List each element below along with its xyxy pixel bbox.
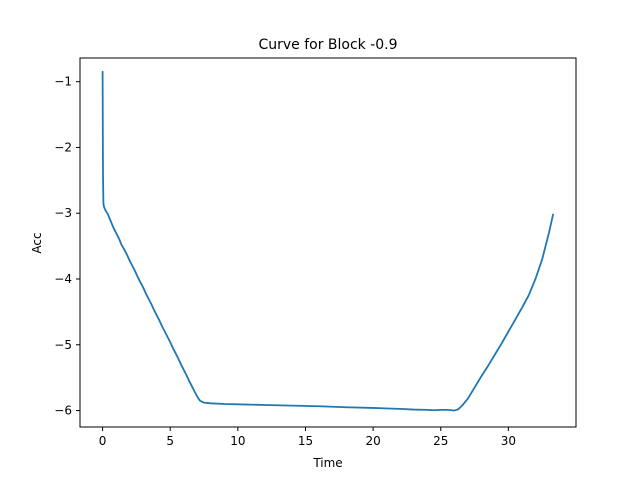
series-line bbox=[101, 70, 554, 412]
y-axis-label: Acc bbox=[30, 232, 44, 253]
x-tick-label: 5 bbox=[166, 434, 174, 448]
x-tick-label: 0 bbox=[99, 434, 107, 448]
plot-area bbox=[101, 70, 554, 412]
y-tick-label: −5 bbox=[54, 338, 72, 352]
plot-frame bbox=[79, 57, 577, 428]
x-tick-label: 20 bbox=[365, 434, 380, 448]
x-axis: 0 5 10 15 20 25 30 bbox=[99, 427, 516, 448]
y-tick-label: −4 bbox=[54, 272, 72, 286]
y-tick-label: −3 bbox=[54, 206, 72, 220]
x-tick-label: 10 bbox=[230, 434, 245, 448]
y-tick-label: −2 bbox=[54, 140, 72, 154]
x-tick-label: 25 bbox=[433, 434, 448, 448]
chart-title: Curve for Block -0.9 bbox=[258, 37, 397, 53]
y-axis: −1 −2 −3 −4 −5 −6 bbox=[54, 75, 80, 418]
y-tick-label: −1 bbox=[54, 75, 72, 89]
x-tick-label: 15 bbox=[298, 434, 313, 448]
x-tick-label: 30 bbox=[501, 434, 516, 448]
y-tick-label: −6 bbox=[54, 404, 72, 418]
x-axis-label: Time bbox=[312, 456, 342, 470]
